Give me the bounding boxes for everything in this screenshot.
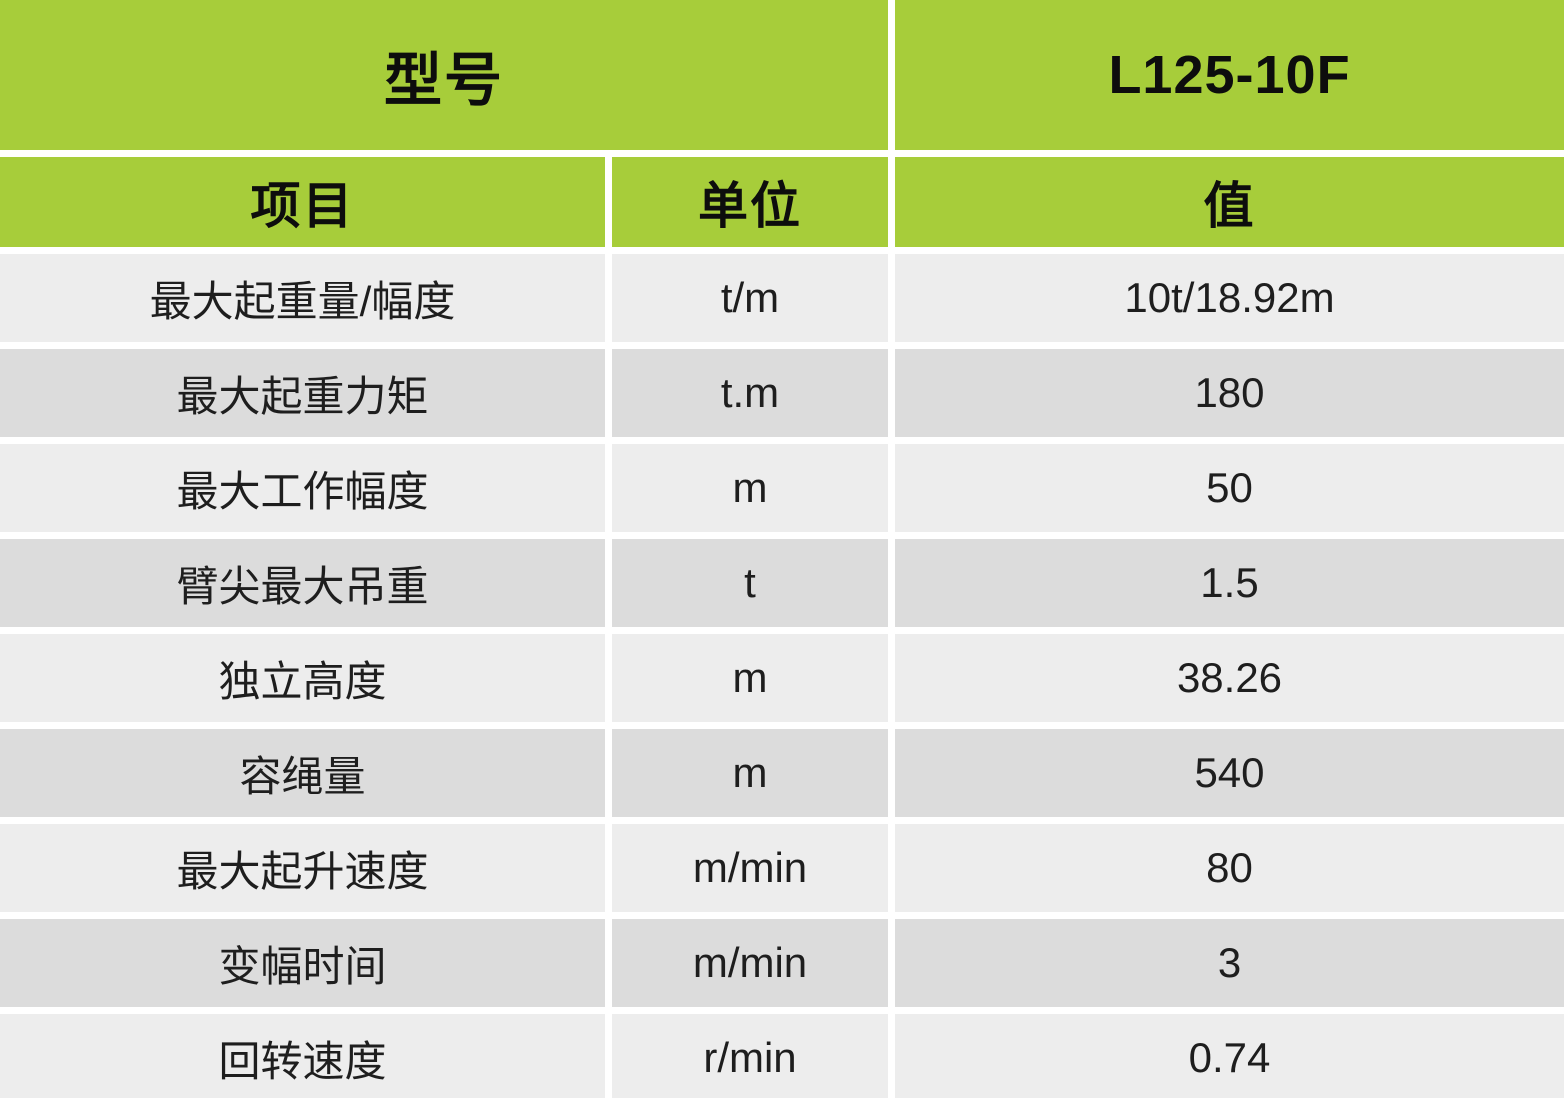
spec-unit-cell: m [612, 634, 888, 722]
spec-value-cell: 50 [895, 444, 1564, 532]
spec-item-cell: 独立高度 [0, 634, 605, 722]
spec-item-cell: 容绳量 [0, 729, 605, 817]
spec-item-cell: 回转速度 [0, 1014, 605, 1098]
spec-item-cell: 变幅时间 [0, 919, 605, 1007]
spec-unit-cell: m/min [612, 919, 888, 1007]
column-header-value: 值 [895, 157, 1564, 247]
spec-unit-cell: t/m [612, 254, 888, 342]
spec-value-cell: 1.5 [895, 539, 1564, 627]
spec-unit-cell: m [612, 729, 888, 817]
spec-item-cell: 最大工作幅度 [0, 444, 605, 532]
spec-value-cell: 0.74 [895, 1014, 1564, 1098]
model-header-value: L125-10F [895, 0, 1564, 150]
spec-value-cell: 10t/18.92m [895, 254, 1564, 342]
spec-value-cell: 38.26 [895, 634, 1564, 722]
spec-unit-cell: m/min [612, 824, 888, 912]
spec-item-cell: 最大起升速度 [0, 824, 605, 912]
spec-item-cell: 臂尖最大吊重 [0, 539, 605, 627]
spec-value-cell: 180 [895, 349, 1564, 437]
spec-item-cell: 最大起重力矩 [0, 349, 605, 437]
spec-unit-cell: t [612, 539, 888, 627]
model-header-label: 型号 [0, 0, 888, 150]
spec-item-cell: 最大起重量/幅度 [0, 254, 605, 342]
column-header-unit: 单位 [612, 157, 888, 247]
spec-value-cell: 3 [895, 919, 1564, 1007]
spec-unit-cell: t.m [612, 349, 888, 437]
spec-unit-cell: r/min [612, 1014, 888, 1098]
spec-unit-cell: m [612, 444, 888, 532]
column-header-item: 项目 [0, 157, 605, 247]
spec-value-cell: 80 [895, 824, 1564, 912]
spec-value-cell: 540 [895, 729, 1564, 817]
